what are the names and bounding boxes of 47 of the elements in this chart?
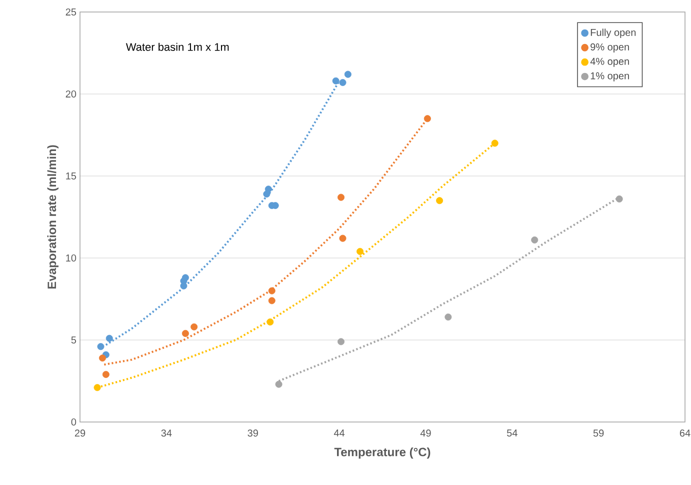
y-tick-label: 25	[66, 8, 76, 16]
point	[344, 70, 352, 78]
point	[339, 79, 346, 86]
x-tick-label: 39	[248, 430, 258, 437]
x-tick-label: 49	[420, 430, 431, 437]
point	[338, 194, 345, 201]
point	[338, 338, 345, 346]
point	[106, 334, 113, 342]
annotation: Water basin 1m x 1m	[126, 42, 229, 51]
point	[444, 314, 452, 321]
point	[94, 384, 101, 392]
point	[102, 370, 110, 378]
legend-label: Fully open	[590, 28, 636, 38]
y-tick-label: 10	[66, 254, 76, 262]
legend-label: 4% open	[590, 58, 629, 67]
point	[97, 343, 104, 350]
x-tick-label: 29	[74, 430, 86, 437]
point	[436, 197, 444, 204]
legend-label: 1% open	[590, 72, 629, 82]
point	[616, 195, 623, 202]
legend-label: 9% open	[590, 43, 629, 52]
point	[98, 354, 106, 362]
point	[268, 287, 276, 294]
point	[266, 318, 274, 326]
y-tick-label: 20	[66, 90, 76, 98]
y-axis-title: Evaporation rate (ml/min)	[47, 145, 58, 289]
x-tick-label: 59	[593, 430, 604, 437]
point	[332, 77, 340, 84]
point	[424, 115, 431, 122]
point	[491, 140, 498, 147]
x-tick-label: 44	[334, 430, 345, 436]
point	[339, 234, 346, 242]
y-tick-label: 5	[71, 336, 76, 344]
point	[268, 297, 276, 304]
point	[275, 380, 282, 388]
x-tick-label: 64	[680, 430, 690, 437]
x-tick-label: 34	[161, 430, 172, 437]
point	[180, 277, 188, 284]
point	[356, 248, 364, 255]
x-axis-title: Temperature (°C)	[334, 447, 430, 459]
y-tick-label: 15	[66, 172, 76, 180]
point	[531, 236, 538, 244]
point	[182, 330, 189, 337]
point	[190, 323, 198, 330]
x-tick-label: 54	[506, 430, 518, 437]
point	[264, 186, 272, 193]
y-tick-label: 0	[71, 418, 76, 426]
